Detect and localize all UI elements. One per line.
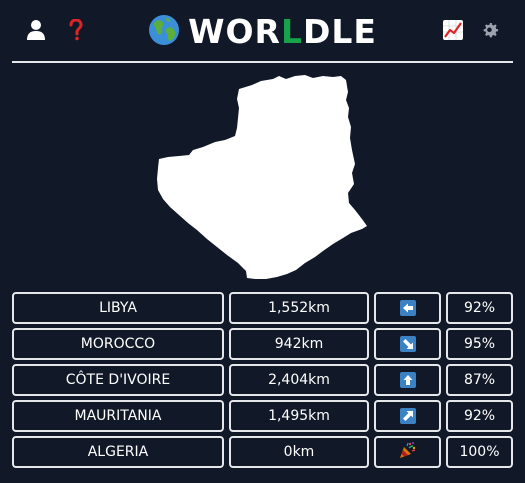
guess-row: MOROCCO 942km 95% bbox=[12, 328, 513, 360]
user-icon[interactable] bbox=[24, 18, 48, 42]
guess-country: MOROCCO bbox=[12, 328, 224, 360]
guess-proximity: 95% bbox=[446, 328, 513, 360]
guess-proximity: 92% bbox=[446, 292, 513, 324]
guess-country: ALGERIA bbox=[12, 436, 224, 468]
guess-country: CÔTE D'IVOIRE bbox=[12, 364, 224, 396]
header-right bbox=[441, 18, 503, 42]
stats-chart-icon[interactable] bbox=[441, 18, 465, 42]
up-right-arrow-icon bbox=[399, 408, 416, 424]
guess-distance: 0km bbox=[229, 436, 369, 468]
guess-direction bbox=[374, 436, 441, 468]
header: WORLDLE bbox=[12, 0, 513, 63]
settings-gear-icon[interactable] bbox=[479, 18, 503, 42]
guess-direction bbox=[374, 292, 441, 324]
down-right-arrow-icon bbox=[399, 336, 416, 352]
app-title: WORLDLE bbox=[188, 12, 377, 51]
guess-proximity: 92% bbox=[446, 400, 513, 432]
header-left bbox=[24, 18, 88, 42]
guess-distance: 1,552km bbox=[229, 292, 369, 324]
country-shape bbox=[157, 75, 367, 279]
guess-row: ALGERIA 0km 100% bbox=[12, 436, 513, 468]
help-icon[interactable] bbox=[64, 18, 88, 42]
guess-direction bbox=[374, 400, 441, 432]
guess-country: MAURITANIA bbox=[12, 400, 224, 432]
guess-rows: LIBYA 1,552km 92% MOROCCO 942km 95% CÔTE… bbox=[12, 292, 513, 472]
guess-row: CÔTE D'IVOIRE 2,404km 87% bbox=[12, 364, 513, 396]
guess-country: LIBYA bbox=[12, 292, 224, 324]
up-arrow-icon bbox=[399, 372, 416, 388]
guess-direction bbox=[374, 328, 441, 360]
guess-direction bbox=[374, 364, 441, 396]
guess-distance: 2,404km bbox=[229, 364, 369, 396]
party-popper-icon bbox=[399, 441, 417, 463]
left-arrow-icon bbox=[399, 300, 416, 316]
globe-icon bbox=[148, 14, 180, 50]
guess-row: LIBYA 1,552km 92% bbox=[12, 292, 513, 324]
guess-distance: 942km bbox=[229, 328, 369, 360]
country-silhouette bbox=[155, 72, 370, 284]
guess-row: MAURITANIA 1,495km 92% bbox=[12, 400, 513, 432]
guess-proximity: 87% bbox=[446, 364, 513, 396]
guess-distance: 1,495km bbox=[229, 400, 369, 432]
title: WORLDLE bbox=[12, 12, 513, 52]
guess-proximity: 100% bbox=[446, 436, 513, 468]
